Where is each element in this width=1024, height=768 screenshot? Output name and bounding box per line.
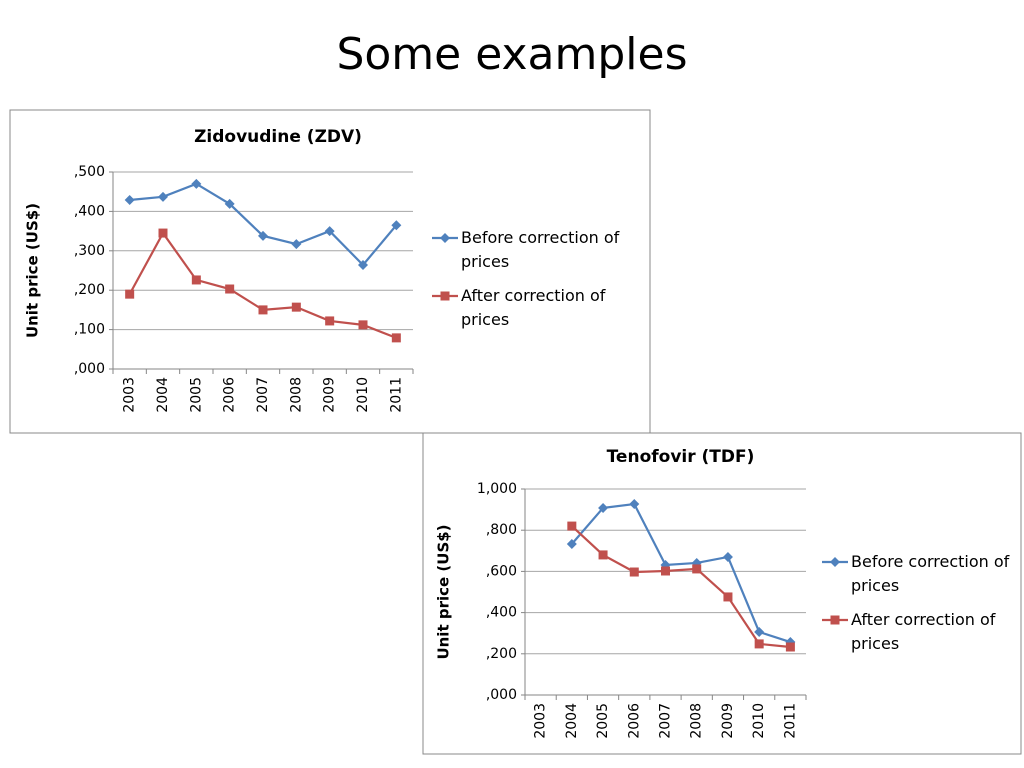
- marker: [191, 275, 201, 285]
- marker: [566, 539, 577, 550]
- marker: [440, 233, 450, 243]
- x-tick-label: 2003: [122, 377, 138, 413]
- marker: [661, 566, 670, 576]
- chart-frame: [422, 432, 1022, 755]
- series-line: [571, 502, 791, 644]
- x-tick-label: 2009: [322, 377, 338, 413]
- chart: Tenofovir (TDF) Unit price (US$) ,000 ,200,…: [422, 432, 1022, 755]
- legend-label: Before correction of prices: [461, 228, 620, 271]
- y-tick-label: ,000: [486, 687, 517, 703]
- legend-label: After correction of prices: [461, 286, 606, 329]
- marker: [754, 639, 764, 649]
- x-tick-label: 2007: [658, 703, 674, 739]
- y-tick-label: ,800: [486, 522, 517, 538]
- marker: [358, 259, 368, 270]
- y-tick-label: ,400: [486, 605, 517, 621]
- marker: [124, 194, 135, 205]
- marker: [629, 499, 640, 510]
- marker: [358, 320, 368, 330]
- x-tick-label: 2010: [751, 703, 767, 739]
- x-tick-label: 2009: [720, 703, 736, 739]
- y-tick-label: ,600: [486, 563, 517, 579]
- slide-title: Some examples: [336, 29, 687, 80]
- marker: [324, 226, 335, 237]
- marker: [291, 302, 301, 312]
- x-tick-label: 2007: [255, 377, 271, 413]
- marker: [754, 626, 765, 637]
- marker: [629, 567, 639, 577]
- marker: [785, 642, 795, 652]
- marker: [598, 550, 608, 560]
- marker: [158, 191, 168, 202]
- y-tick-label: ,000: [74, 361, 105, 377]
- x-tick-label: 2006: [222, 377, 238, 413]
- y-tick-label: ,200: [74, 282, 105, 298]
- y-tick-label: ,400: [74, 203, 105, 219]
- x-tick-label: 2006: [626, 703, 642, 739]
- marker: [291, 239, 302, 250]
- x-tick-label: 2003: [533, 703, 549, 739]
- marker: [723, 592, 733, 602]
- chart: Zidovudine (ZDV) Unit price (US$) ,000 ,100…: [9, 109, 651, 434]
- chart-title: Zidovudine (ZDV): [194, 127, 362, 147]
- marker: [191, 178, 202, 189]
- marker: [722, 551, 733, 562]
- marker: [692, 564, 702, 574]
- y-tick-label: ,300: [74, 243, 105, 259]
- marker: [258, 230, 268, 241]
- x-tick-label: 2005: [188, 377, 204, 413]
- x-tick-label: 2008: [689, 703, 705, 739]
- marker: [224, 198, 235, 209]
- marker: [125, 289, 135, 299]
- marker: [567, 521, 577, 531]
- marker: [391, 220, 402, 231]
- marker: [158, 228, 168, 238]
- marker: [325, 316, 335, 326]
- y-axis-label: Unit price (US$): [24, 203, 42, 338]
- legend-label: Before correction of prices: [851, 552, 1010, 595]
- chart-title: Tenofovir (TDF): [607, 447, 755, 467]
- y-tick-label: ,200: [486, 646, 517, 662]
- y-tick-label: ,500: [74, 164, 105, 180]
- marker: [391, 333, 401, 343]
- y-tick-label: ,100: [74, 322, 105, 338]
- x-tick-label: 2011: [782, 703, 798, 739]
- chart-frame: [9, 109, 651, 434]
- marker: [258, 305, 268, 315]
- marker: [830, 557, 840, 567]
- x-tick-label: 2011: [388, 377, 404, 413]
- y-tick-label: 1,000: [477, 481, 517, 497]
- x-tick-label: 2008: [288, 377, 304, 413]
- marker: [830, 615, 840, 625]
- marker: [440, 291, 450, 301]
- series-line: [571, 525, 791, 649]
- x-tick-label: 2004: [155, 377, 171, 413]
- y-axis-label: Unit price (US$): [435, 524, 453, 659]
- x-tick-label: 2004: [564, 703, 580, 739]
- x-tick-label: 2005: [595, 703, 611, 739]
- marker: [598, 502, 609, 513]
- x-tick-label: 2010: [355, 377, 371, 413]
- marker: [225, 284, 235, 294]
- legend-label: After correction of prices: [851, 610, 996, 653]
